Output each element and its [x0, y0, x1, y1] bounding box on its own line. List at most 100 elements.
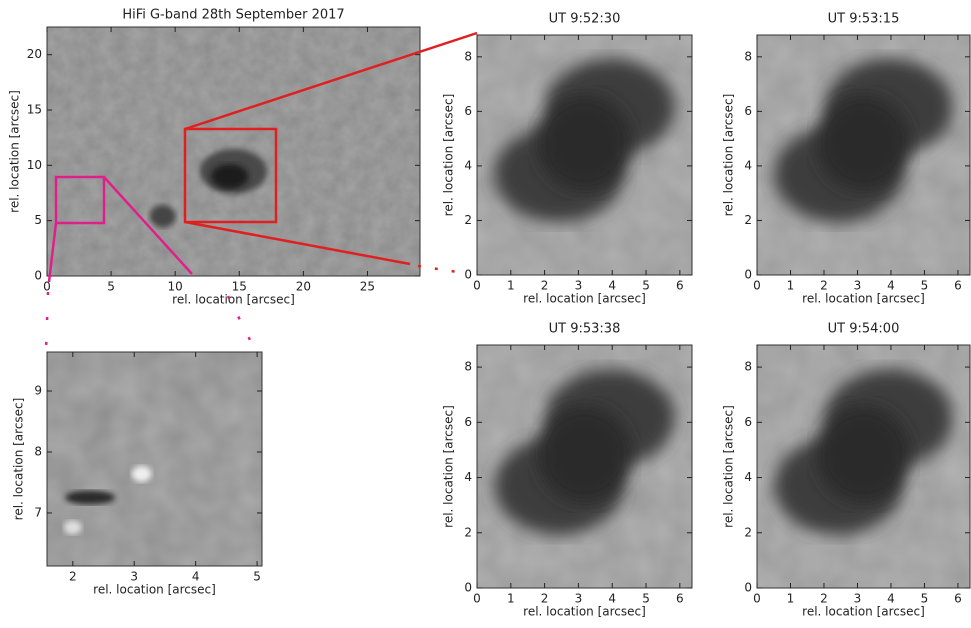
x-axis-label: rel. location [arcsec]	[523, 292, 646, 306]
panel-title: UT 9:52:30	[549, 12, 621, 27]
panel: 0 1 2 3 4 5 6 0 2 4 6 8 UT 9:54:00 rel. location [arc…	[722, 322, 971, 619]
x-tick-label: 4	[887, 592, 895, 606]
y-tick-label: 8	[464, 49, 472, 63]
x-axis-label: rel. location [arcsec]	[802, 292, 925, 306]
y-tick-label: 0	[464, 581, 472, 595]
y-tick-label: 20	[27, 47, 42, 61]
x-tick-label: 5	[107, 280, 115, 294]
x-tick-label: 6	[954, 279, 962, 293]
x-axis-label: rel. location [arcsec]	[172, 293, 295, 307]
x-tick-label: 0	[473, 592, 481, 606]
y-tick-label: 6	[464, 415, 472, 429]
y-tick-label: 4	[744, 470, 752, 484]
bright-point	[64, 520, 82, 534]
y-tick-label: 0	[744, 581, 752, 595]
x-tick-label: 5	[921, 592, 929, 606]
y-tick-label: 5	[34, 213, 42, 227]
x-tick-label: 6	[954, 592, 962, 606]
x-tick-label: 2	[820, 592, 828, 606]
x-tick-label: 1	[787, 592, 795, 606]
y-tick-label: 2	[744, 213, 752, 227]
y-tick-label: 2	[464, 213, 472, 227]
y-axis-label: rel. location [arcsec]	[8, 90, 22, 213]
x-tick-label: 0	[473, 279, 481, 293]
y-axis-label: rel. location [arcsec]	[12, 398, 26, 521]
y-axis-label: rel. location [arcsec]	[442, 94, 456, 217]
x-tick-label: 2	[541, 279, 549, 293]
y-tick-label: 2	[744, 525, 752, 539]
x-tick-label: 3	[575, 279, 583, 293]
x-tick-label: 3	[130, 570, 138, 584]
y-tick-label: 6	[744, 415, 752, 429]
y-tick-label: 8	[464, 360, 472, 374]
y-tick-label: 8	[34, 444, 42, 458]
y-tick-label: 0	[34, 269, 42, 283]
y-tick-label: 6	[464, 104, 472, 118]
x-tick-label: 3	[854, 279, 862, 293]
y-axis-label: rel. location [arcsec]	[722, 94, 736, 217]
y-tick-label: 0	[464, 268, 472, 282]
x-tick-label: 25	[360, 280, 375, 294]
x-tick-label: 6	[676, 279, 684, 293]
x-axis-label: rel. location [arcsec]	[523, 605, 646, 619]
panel: 2 3 4 5 7 8 9 rel. location [arcsec] rel. locati…	[12, 352, 263, 597]
y-axis-label: rel. location [arcsec]	[442, 405, 456, 528]
y-tick-label: 10	[27, 158, 42, 172]
x-tick-label: 2	[69, 570, 77, 584]
y-tick-label: 7	[34, 505, 42, 519]
x-tick-label: 20	[296, 280, 311, 294]
x-tick-label: 1	[507, 592, 515, 606]
x-tick-label: 2	[541, 592, 549, 606]
y-tick-label: 4	[744, 158, 752, 172]
dark-lane	[65, 491, 115, 505]
y-tick-label: 4	[464, 158, 472, 172]
panel: 0 1 2 3 4 5 6 0 2 4 6 8 UT 9:53:15 rel. location [arc…	[722, 12, 971, 306]
umbra	[537, 95, 632, 191]
y-tick-label: 6	[744, 104, 752, 118]
x-tick-label: 2	[820, 279, 828, 293]
x-tick-label: 5	[921, 279, 929, 293]
x-tick-label: 5	[642, 279, 650, 293]
y-axis-label: rel. location [arcsec]	[722, 405, 736, 528]
x-tick-label: 5	[253, 570, 261, 584]
panel-title: HiFi G-band 28th September 2017	[122, 8, 344, 23]
x-tick-label: 4	[192, 570, 200, 584]
x-tick-label: 1	[787, 279, 795, 293]
y-tick-label: 8	[744, 360, 752, 374]
panel: 0 1 2 3 4 5 6 0 2 4 6 8 UT 9:52:30 rel. location [arc…	[442, 12, 693, 306]
x-tick-label: 3	[854, 592, 862, 606]
x-tick-label: 3	[575, 592, 583, 606]
x-tick-label: 5	[642, 592, 650, 606]
panel-title: UT 9:54:00	[828, 322, 900, 337]
panel-title: UT 9:53:15	[828, 12, 900, 27]
zoom-line	[46, 292, 48, 350]
y-tick-label: 0	[744, 268, 752, 282]
x-tick-label: 10	[168, 280, 183, 294]
x-tick-label: 1	[507, 279, 515, 293]
zoom-line	[418, 266, 464, 273]
panel-title: UT 9:53:38	[549, 322, 621, 337]
umbra	[537, 406, 632, 503]
x-tick-label: 4	[608, 592, 616, 606]
page: 051015202505101520HiFi G-band 28th Septe…	[0, 0, 971, 628]
umbra	[817, 95, 911, 191]
bright-point	[132, 466, 152, 482]
y-tick-label: 9	[34, 384, 42, 398]
y-tick-label: 2	[464, 525, 472, 539]
y-tick-label: 8	[744, 49, 752, 63]
umbra	[817, 406, 911, 503]
x-tick-label: 15	[232, 280, 247, 294]
granulation	[47, 352, 262, 566]
y-tick-label: 4	[464, 470, 472, 484]
x-tick-label: 0	[753, 279, 761, 293]
x-axis-label: rel. location [arcsec]	[802, 605, 925, 619]
x-tick-label: 4	[887, 279, 895, 293]
x-tick-label: 4	[608, 279, 616, 293]
x-axis-label: rel. location [arcsec]	[93, 583, 216, 597]
figure: 051015202505101520HiFi G-band 28th Septe…	[0, 0, 971, 628]
x-tick-label: 0	[753, 592, 761, 606]
y-tick-label: 15	[27, 103, 42, 117]
